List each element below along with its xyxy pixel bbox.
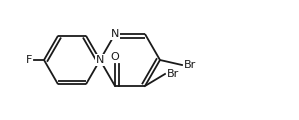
Text: Br: Br (184, 60, 196, 70)
Text: Br: Br (167, 69, 179, 79)
Text: F: F (26, 55, 32, 65)
Text: N: N (111, 29, 119, 39)
Text: N: N (96, 55, 104, 65)
Text: O: O (111, 52, 119, 62)
